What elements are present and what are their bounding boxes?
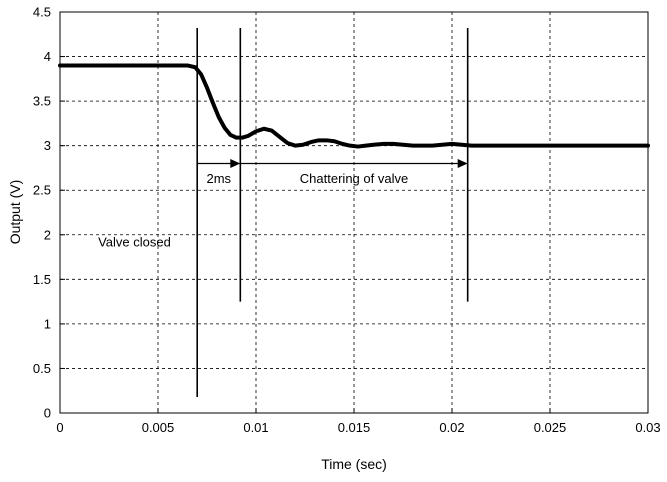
x-axis-label: Time (sec) [321, 456, 387, 472]
y-tick-label: 0.5 [33, 361, 51, 376]
y-axis-label: Output (V) [7, 180, 23, 245]
vertical-markers [196, 28, 469, 397]
y-tick-label: 3 [44, 138, 51, 153]
duration-arrow-head [230, 158, 241, 168]
x-tick-label: 0.01 [243, 420, 268, 435]
y-tick-label: 4.5 [33, 5, 51, 20]
duration-arrows [197, 158, 468, 168]
axis-ticks: 0 0.005 0.01 0.015 0.02 0.025 0.03 0 0.5 1 1.5 2 2.5… [33, 5, 661, 436]
annotation-label: Chattering of valve [300, 171, 408, 186]
y-tick-label: 1 [44, 316, 51, 331]
annotation-label: Valve closed [98, 234, 171, 249]
output-voltage-line [58, 63, 650, 149]
y-tick-label: 2.5 [33, 183, 51, 198]
duration-arrow-head [457, 158, 468, 168]
y-tick-label: 0 [44, 406, 51, 421]
annotations: 2ms Chattering of valve Valve closed [98, 171, 408, 249]
x-tick-label: 0.025 [534, 420, 567, 435]
x-tick-label: 0.005 [142, 420, 175, 435]
series-layer [58, 63, 650, 149]
x-tick-label: 0 [56, 420, 63, 435]
y-tick-label: 3.5 [33, 94, 51, 109]
y-tick-label: 1.5 [33, 272, 51, 287]
annotation-label: 2ms [206, 171, 231, 186]
x-tick-label: 0.02 [439, 420, 464, 435]
x-tick-label: 0.015 [338, 420, 371, 435]
y-tick-label: 2 [44, 227, 51, 242]
y-tick-label: 4 [44, 49, 51, 64]
x-tick-label: 0.03 [635, 420, 660, 435]
